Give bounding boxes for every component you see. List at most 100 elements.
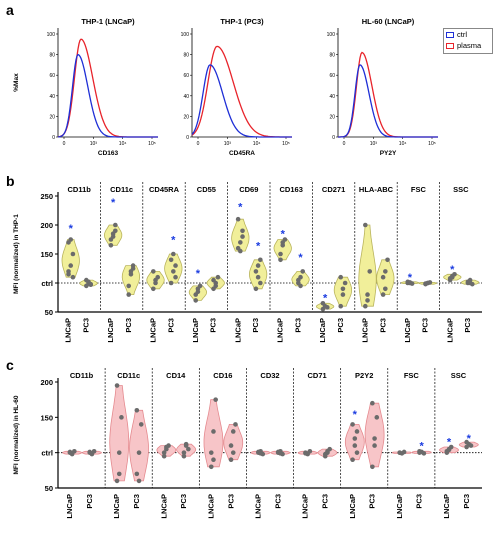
data-point [385,257,390,263]
x-category-label: PC3 [463,318,472,333]
marker-title: P2Y2 [355,371,373,380]
data-point [215,274,221,280]
data-point [208,450,214,455]
x-tick-label: 0 [197,141,200,147]
data-point [130,266,136,271]
y-tick-label: 40 [49,94,55,100]
x-category-label: LNCaP [395,494,404,519]
x-category-label: PC3 [320,494,329,509]
marker-title: CD14 [166,371,186,380]
y-tick-label: 0 [332,135,335,141]
data-point [340,286,346,292]
marker-title: CD45RA [149,185,180,194]
x-tick-label: 10⁵ [282,141,290,147]
x-category-label: LNCaP [159,494,168,519]
data-point [153,277,158,283]
data-point [68,263,74,268]
x-category-label: LNCaP [361,318,370,343]
x-category-label: PC3 [421,318,430,333]
x-category-label: LNCaP [65,494,74,519]
data-point [401,449,407,455]
data-point [253,286,259,292]
y-tick-label: 60 [329,73,335,79]
data-point [230,450,236,455]
y-tick-label: 100 [327,32,336,38]
legend-swatch-ctrl [446,31,454,38]
significance-star-icon: * [408,272,413,284]
x-category-label: LNCaP [106,318,115,343]
legend-item-plasma: plasma [444,40,492,51]
data-point [173,263,178,268]
data-point [108,243,114,248]
data-point [365,292,370,297]
histogram-title: HL-60 (LNCaP) [362,17,415,26]
data-point [171,251,176,257]
data-point [372,443,377,448]
significance-star-icon: * [420,441,425,453]
data-point [126,283,132,289]
x-tick-label: 10⁴ [253,141,261,147]
data-point [66,272,71,277]
y-tick-label: 40 [183,94,189,100]
data-point [363,303,368,309]
data-point [136,478,142,484]
x-category-label: LNCaP [233,318,242,343]
x-axis-label: CD45RA [229,150,255,157]
x-category-label: LNCaP [254,494,263,519]
x-category-label: LNCaP [442,494,451,519]
violin-shape [344,424,365,461]
marker-title: SSC [451,371,467,380]
data-point [195,289,201,294]
marker-title: CD69 [239,185,258,194]
y-axis-label: MFI (normalized) in HL-60 [13,395,20,474]
violin-shape [109,385,130,482]
x-category-label: PC3 [85,494,94,509]
data-point [128,272,134,277]
data-point [280,240,286,245]
significance-star-icon: * [238,201,243,213]
data-point [370,464,375,470]
data-point [240,234,245,239]
x-category-label: PC3 [132,494,141,509]
data-point [300,269,306,274]
data-point [211,457,216,463]
y-tick-label: 80 [183,53,189,59]
y-tick-label: 60 [183,73,189,79]
data-point [161,450,167,455]
data-point [88,282,94,288]
data-point [110,234,116,239]
data-point [113,228,118,234]
data-point [228,457,234,463]
y-tick-label: 100 [47,32,56,38]
legend-label-ctrl: ctrl [457,30,467,39]
x-tick-label: 10³ [90,141,98,147]
data-point [340,292,346,297]
x-category-label: PC3 [462,494,471,509]
data-point [228,443,234,448]
panel-label-c: c [6,357,14,373]
data-point [352,436,358,441]
x-category-label: LNCaP [191,318,200,343]
y-tick-label: 20 [329,114,335,120]
x-category-label: PC3 [273,494,282,509]
marker-title: CD32 [260,371,279,380]
data-point [173,274,178,280]
data-point [164,444,169,450]
data-point [296,277,301,283]
violin-shape [231,218,250,252]
histogram-curve-ctrl [57,53,158,138]
data-point [372,436,377,441]
data-point [238,248,243,254]
data-point [446,447,452,453]
y-tick-label: 20 [183,114,189,120]
histogram-curve-plasma [191,45,292,138]
data-point [114,383,120,388]
data-point [258,280,263,286]
data-point [354,450,360,455]
data-point [68,237,74,242]
panel-label-b: b [6,173,15,189]
data-point [258,257,263,263]
data-point [213,397,218,402]
data-point [352,443,358,448]
y-tick-label: 150 [40,413,53,422]
